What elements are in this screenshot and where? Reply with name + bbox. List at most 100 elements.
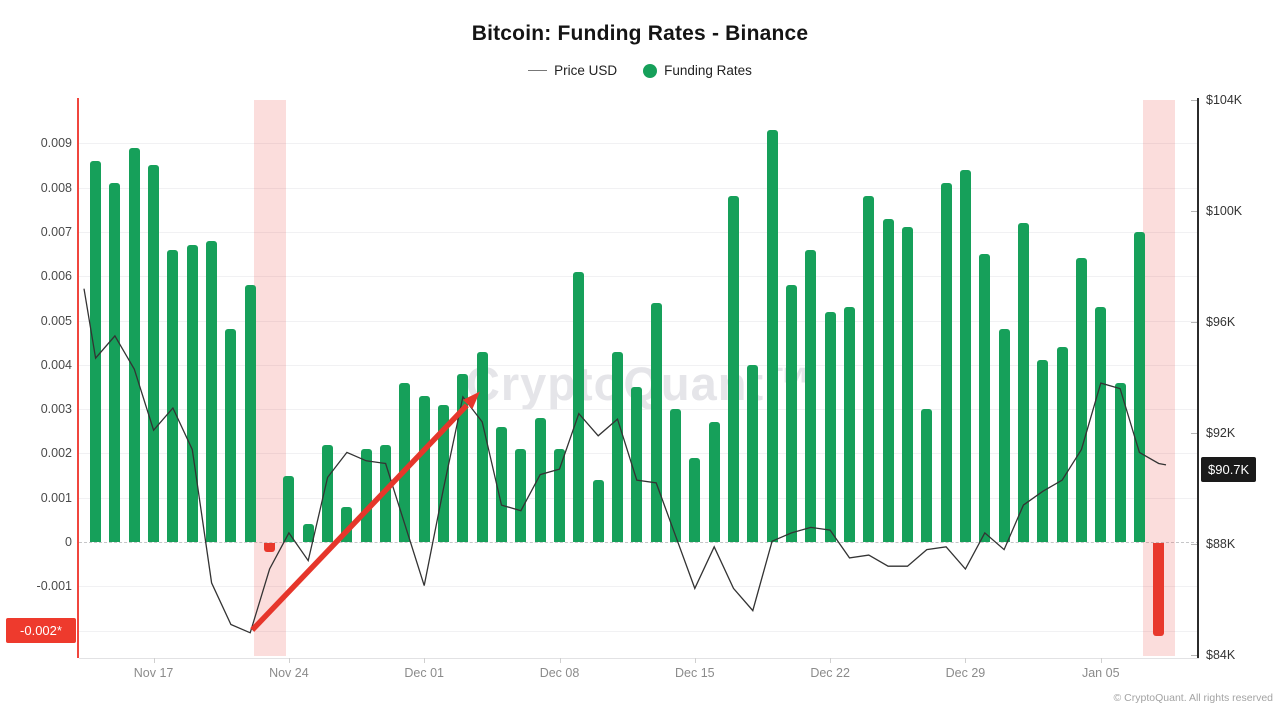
right-axis-tick-label: $100K <box>1206 204 1243 218</box>
funding-bar[interactable] <box>785 285 797 542</box>
grid-line <box>79 630 1199 632</box>
current-price-badge: $90.7K <box>1201 456 1257 482</box>
left-axis-tick-label: 0.007 <box>40 224 72 239</box>
funding-bar[interactable] <box>1153 543 1165 637</box>
funding-bar[interactable] <box>167 249 179 542</box>
x-axis-tick <box>1100 658 1102 663</box>
legend-funding-label: Funding Rates <box>664 63 752 78</box>
funding-bar[interactable] <box>128 147 140 542</box>
funding-bar[interactable] <box>515 448 527 542</box>
funding-bar[interactable] <box>766 130 778 542</box>
funding-bar[interactable] <box>612 351 623 542</box>
funding-bar[interactable] <box>573 271 585 542</box>
funding-bar[interactable] <box>824 311 836 542</box>
plot-area: CryptoQuant™ <box>79 98 1199 659</box>
funding-bar[interactable] <box>283 475 295 542</box>
funding-bar[interactable] <box>979 254 991 542</box>
right-axis-spine <box>1197 98 1199 658</box>
funding-bar[interactable] <box>747 364 759 542</box>
funding-bar[interactable] <box>901 227 913 542</box>
funding-bar[interactable] <box>921 409 933 542</box>
copyright-footer: © CryptoQuant. All rights reserved <box>1113 692 1273 704</box>
funding-bar[interactable] <box>438 404 450 542</box>
funding-bar[interactable] <box>727 196 739 542</box>
right-axis-tick <box>1191 433 1197 434</box>
legend-item-funding[interactable]: Funding Rates <box>643 63 752 78</box>
funding-bar[interactable] <box>341 506 353 542</box>
legend-price-label: Price USD <box>554 63 618 78</box>
grid-line <box>79 143 1199 145</box>
funding-bar[interactable] <box>496 426 508 542</box>
x-axis-line <box>79 658 1199 659</box>
funding-bar[interactable] <box>554 448 566 542</box>
x-axis-week-label: Dec 22 <box>810 666 850 680</box>
funding-bar[interactable] <box>650 302 662 542</box>
left-axis-tick-label: -0.001 <box>36 579 72 594</box>
left-axis-tick-label: 0 <box>65 535 72 549</box>
left-axis-tick-label: 0.002 <box>40 446 72 461</box>
right-axis-tick <box>1191 100 1197 101</box>
funding-bar[interactable] <box>670 409 681 542</box>
left-axis-spine <box>77 98 79 658</box>
funding-bar[interactable] <box>148 165 160 542</box>
grid-line <box>79 187 1199 189</box>
funding-bar[interactable] <box>109 183 121 542</box>
x-axis-week-label: Dec 08 <box>539 666 580 680</box>
funding-dot-icon <box>643 63 658 78</box>
funding-bar[interactable] <box>225 329 237 542</box>
funding-bar[interactable] <box>476 351 488 542</box>
x-axis-week-label: Nov 17 <box>133 666 174 680</box>
right-axis-tick <box>1191 322 1197 323</box>
highlight-band <box>253 100 286 656</box>
funding-bar[interactable] <box>380 444 392 542</box>
funding-bar[interactable] <box>418 395 430 542</box>
funding-bar[interactable] <box>1114 382 1126 542</box>
right-axis-tick-label: $84K <box>1206 648 1236 662</box>
left-axis-tick-label: 0.003 <box>40 402 72 417</box>
left-axis-tick-label: 0.001 <box>40 490 72 505</box>
funding-bar[interactable] <box>1017 223 1029 542</box>
funding-bar[interactable] <box>399 382 411 542</box>
funding-bar[interactable] <box>998 329 1010 542</box>
funding-bar[interactable] <box>805 249 817 542</box>
funding-bar[interactable] <box>1133 231 1145 542</box>
funding-bar[interactable] <box>302 524 314 542</box>
funding-bar[interactable] <box>457 373 469 542</box>
chart-legend: Price USD Funding Rates <box>0 63 1280 78</box>
x-axis-week-label: Dec 29 <box>945 666 986 680</box>
price-line-icon <box>528 70 548 71</box>
funding-bar[interactable] <box>90 161 102 542</box>
funding-bar[interactable] <box>186 245 198 542</box>
right-axis-tick-label: $104K <box>1206 93 1243 107</box>
funding-bar[interactable] <box>1056 347 1068 542</box>
funding-bar[interactable] <box>244 285 256 542</box>
funding-bar[interactable] <box>206 240 218 542</box>
x-axis-tick <box>153 658 155 663</box>
right-axis-tick <box>1191 655 1197 656</box>
funding-bar[interactable] <box>940 183 952 542</box>
funding-bar[interactable] <box>322 444 334 542</box>
funding-bar[interactable] <box>534 417 546 542</box>
x-axis-week-label: Nov 24 <box>269 666 309 680</box>
left-axis-tick-label: 0.004 <box>40 357 72 372</box>
funding-bar[interactable] <box>1095 307 1107 542</box>
funding-bar[interactable] <box>1075 258 1087 542</box>
funding-bar[interactable] <box>1037 360 1049 542</box>
funding-bar[interactable] <box>631 386 643 542</box>
funding-bar[interactable] <box>959 169 971 542</box>
legend-item-price[interactable]: Price USD <box>528 63 617 78</box>
grid-line <box>79 276 1199 278</box>
funding-bar[interactable] <box>843 307 855 542</box>
funding-bar[interactable] <box>592 479 604 542</box>
funding-bar[interactable] <box>689 457 701 542</box>
funding-bar[interactable] <box>360 448 372 542</box>
funding-bar[interactable] <box>708 422 720 542</box>
left-axis-tick-label: 0.005 <box>40 313 72 328</box>
funding-bar[interactable] <box>863 196 875 542</box>
funding-bar[interactable] <box>264 543 276 552</box>
funding-bar[interactable] <box>882 218 894 542</box>
right-axis-tick-label: $92K <box>1206 426 1236 440</box>
funding-low-badge: -0.002* <box>6 618 76 644</box>
x-axis-tick <box>694 658 696 663</box>
